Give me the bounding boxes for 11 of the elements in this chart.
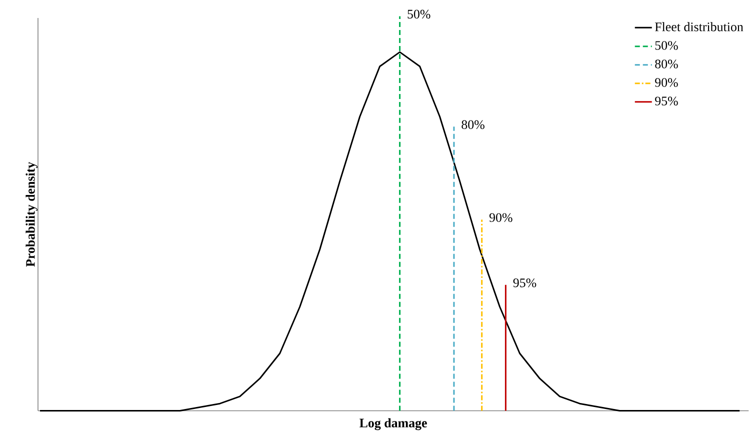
text: 50% <box>408 10 430 19</box>
legend-label: 50% <box>655 41 678 50</box>
legend-label: 95% <box>655 96 678 106</box>
legend-label: 80% <box>655 60 678 69</box>
annotation: 80% <box>462 120 484 130</box>
annotation: 95% <box>513 278 536 288</box>
legend-label: 90% <box>655 78 678 88</box>
annotation: 90% <box>489 213 512 222</box>
y-axis-title: Probability density <box>26 162 38 267</box>
legend-label: Fleet distribution <box>654 22 744 32</box>
x-axis-title: Log damage <box>360 418 427 430</box>
